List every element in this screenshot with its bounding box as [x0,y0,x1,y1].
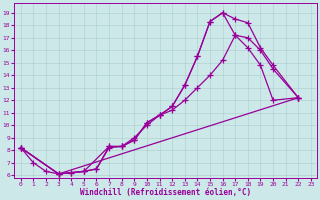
X-axis label: Windchill (Refroidissement éolien,°C): Windchill (Refroidissement éolien,°C) [80,188,252,197]
